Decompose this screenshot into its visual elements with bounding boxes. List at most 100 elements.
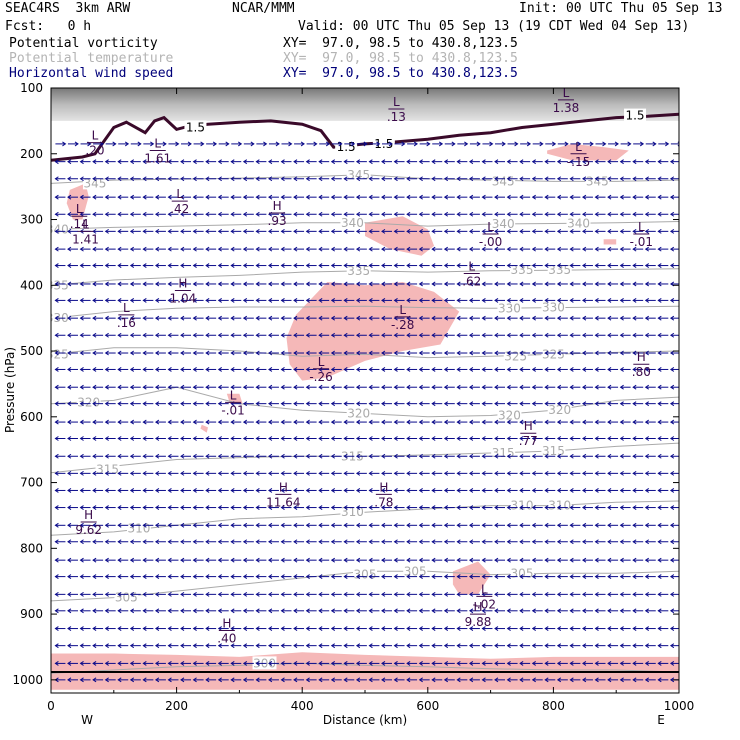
organization-label: NCAR/MMM: [232, 1, 295, 16]
wind-arrowhead: [619, 228, 624, 234]
wind-arrowhead: [418, 419, 423, 425]
wind-arrowhead: [531, 367, 536, 372]
wind-arrowhead: [607, 453, 612, 459]
wind-arrowhead: [368, 488, 373, 493]
wind-arrowhead: [268, 281, 273, 287]
wind-arrowhead: [607, 677, 612, 683]
wind-arrowhead: [92, 574, 97, 580]
wind-arrowhead: [582, 677, 587, 683]
wind-arrowhead: [468, 488, 474, 493]
wind-arrowhead: [205, 436, 210, 441]
wind-arrowhead: [657, 281, 662, 287]
field-xy-wind: XY= 97.0, 98.5 to 430.8,123.5: [283, 66, 518, 81]
wind-arrowhead: [117, 608, 122, 614]
wind-arrowhead: [456, 228, 461, 234]
wind-arrowhead: [92, 332, 97, 338]
wind-arrowhead: [594, 660, 599, 666]
wind-arrowhead: [79, 453, 84, 459]
wind-arrowhead: [230, 643, 235, 649]
wind-arrowhead: [582, 522, 587, 528]
wind-arrowhead: [582, 470, 587, 476]
wind-arrowhead: [117, 677, 122, 683]
wind-arrowhead: [481, 246, 486, 252]
wind-arrowhead: [418, 470, 423, 476]
wind-arrowhead: [481, 677, 486, 683]
wind-arrowhead: [632, 384, 637, 390]
wind-arrowhead: [619, 332, 624, 338]
wind-arrowhead: [431, 159, 436, 165]
wind-arrowhead: [594, 176, 599, 182]
wind-arrowhead: [594, 384, 599, 390]
wind-arrowhead: [556, 228, 562, 234]
wind-arrowhead: [468, 574, 474, 580]
wind-arrowhead: [192, 176, 197, 182]
wind-arrowhead: [582, 159, 587, 165]
wind-arrowhead: [531, 626, 536, 631]
wind-arrowhead: [54, 159, 59, 165]
wind-arrowhead: [217, 228, 222, 234]
wind-arrowhead: [355, 194, 361, 200]
wind-arrowhead: [531, 281, 536, 287]
wind-arrowhead: [468, 367, 474, 372]
wind-arrowhead: [180, 574, 185, 580]
wind-arrowhead: [669, 228, 675, 234]
wind-arrowhead: [569, 539, 574, 545]
wind-arrowhead: [255, 643, 260, 649]
wind-arrowhead: [544, 384, 549, 390]
wind-arrowhead: [154, 228, 160, 234]
wind-arrowhead: [129, 176, 135, 182]
wind-arrowhead: [556, 488, 562, 493]
wind-arrowhead: [54, 643, 59, 649]
wind-arrowhead: [368, 677, 373, 683]
wind-arrowhead: [418, 522, 423, 528]
wind-arrowhead: [305, 591, 310, 597]
wind-arrowhead: [293, 367, 298, 372]
wind-arrowhead: [607, 246, 612, 252]
wind-arrowhead: [481, 488, 486, 493]
wind-arrowhead: [468, 419, 474, 425]
wind-arrowhead: [418, 453, 423, 459]
wind-arrowhead: [192, 194, 197, 200]
wind-arrowhead: [669, 608, 675, 614]
extremum-mark: H: [222, 617, 231, 631]
wind-arrowhead: [494, 176, 499, 182]
wind-arrowhead: [187, 141, 192, 147]
wind-arrowhead: [129, 488, 135, 493]
wind-arrowhead: [569, 643, 574, 649]
wind-arrowhead: [594, 419, 599, 425]
extremum-mark: L: [468, 259, 475, 273]
wind-arrowhead: [368, 315, 373, 321]
wind-arrowhead: [167, 246, 172, 252]
wind-arrowhead: [443, 384, 449, 390]
wind-arrowhead: [167, 608, 172, 614]
wind-arrowhead: [355, 436, 361, 441]
wind-arrowhead: [544, 660, 549, 666]
wind-arrowhead: [205, 453, 210, 459]
wind-arrowhead: [355, 263, 361, 268]
wind-arrowhead: [531, 470, 536, 476]
wind-arrowhead: [619, 505, 624, 510]
wind-arrowhead: [280, 159, 285, 165]
wind-arrowhead: [619, 660, 624, 666]
wind-arrowhead: [669, 436, 675, 441]
wind-arrowhead: [632, 350, 637, 356]
wind-arrowhead: [330, 367, 336, 372]
wind-arrowhead: [217, 384, 222, 390]
wind-arrowhead: [406, 608, 411, 614]
wind-arrowhead: [544, 677, 549, 683]
wind-arrowhead: [343, 505, 348, 510]
wind-arrowhead: [293, 332, 298, 338]
wind-arrowhead: [318, 159, 323, 165]
wind-arrowhead: [644, 453, 650, 459]
wind-arrowhead: [506, 677, 511, 683]
wind-arrowhead: [388, 141, 393, 147]
wind-arrowhead: [255, 194, 260, 200]
extremum-value: 11.64: [266, 495, 300, 509]
wind-arrowhead: [192, 677, 197, 683]
wind-arrowhead: [92, 643, 97, 649]
theta-label-bg: [346, 263, 371, 277]
wind-arrowhead: [406, 626, 411, 631]
wind-arrowhead: [129, 608, 135, 614]
wind-arrowhead: [431, 626, 436, 631]
wind-arrowhead: [192, 384, 197, 390]
